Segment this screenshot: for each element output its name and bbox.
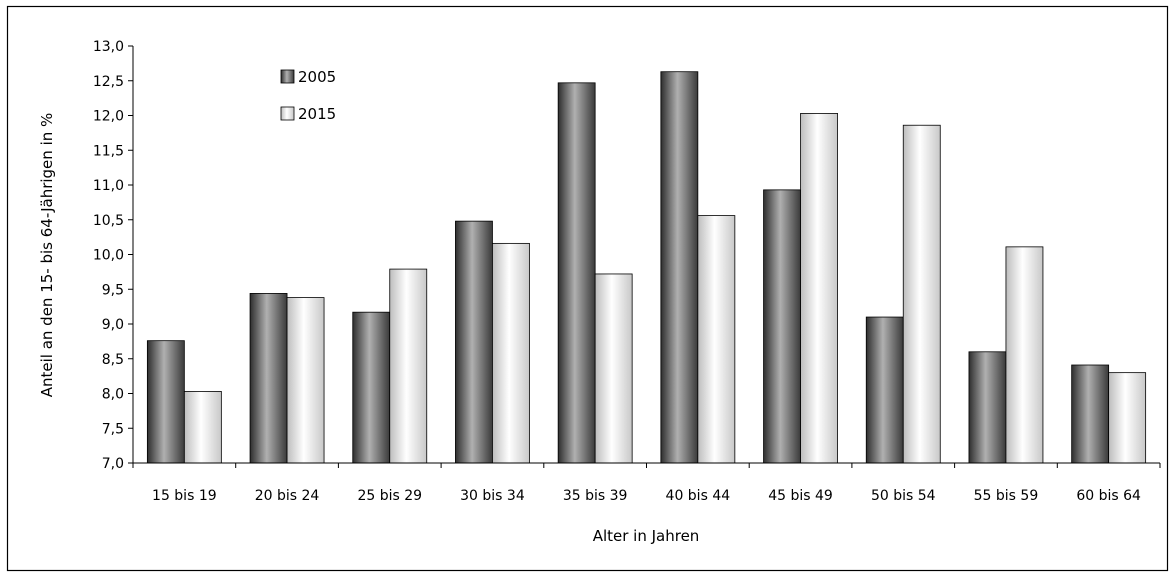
bar-2005-10 [1071, 364, 1110, 464]
x-tick-label: 50 bis 54 [871, 488, 936, 504]
bar-2015-9 [1005, 246, 1044, 464]
legend-label-2015: 2015 [298, 105, 336, 123]
bar-2005-1 [146, 340, 185, 464]
x-axis-title: Alter in Jahren [593, 527, 700, 545]
bar-2005-9 [968, 351, 1007, 464]
bar-2005-8 [865, 316, 904, 464]
bar-2015-5 [594, 273, 633, 464]
bar-2005-3 [352, 311, 391, 464]
y-tick-label: 8,0 [102, 387, 124, 403]
x-tick-label: 25 bis 29 [357, 488, 422, 504]
x-tick-label: 40 bis 44 [666, 488, 731, 504]
x-tick-label: 45 bis 49 [768, 488, 833, 504]
x-tick-label: 15 bis 19 [152, 488, 217, 504]
x-tick-label: 35 bis 39 [563, 488, 628, 504]
plot-area: 7,0 7,5 8,0 8,5 9,0 9,5 10,0 10,5 11,0 11,5 12,0 12… [93, 39, 1161, 504]
y-tick-label: 12,0 [93, 109, 124, 125]
bar-2015-7 [800, 113, 838, 464]
x-tick-label: 55 bis 59 [974, 488, 1039, 504]
bar-2015-8 [902, 124, 941, 464]
bar-2005-4 [455, 220, 493, 464]
x-tick-label: 60 bis 64 [1076, 488, 1141, 504]
legend-label-2005: 2005 [298, 68, 336, 86]
y-axis-title: Anteil an den 15- bis 64-Jährigen in % [38, 113, 56, 398]
bar-2005-2 [249, 293, 288, 464]
bar-2005-6 [660, 71, 699, 464]
y-tick-label: 7,0 [102, 456, 124, 472]
y-tick-label: 11,0 [93, 178, 124, 194]
legend-swatch-2015 [280, 106, 295, 121]
bar-2015-2 [286, 297, 325, 464]
y-tick-label: 9,0 [102, 317, 124, 333]
y-tick-label: 12,5 [93, 74, 124, 90]
bar-2015-6 [697, 215, 736, 464]
bar-2015-10 [1108, 372, 1147, 464]
bar-2005-7 [763, 189, 801, 464]
y-tick-label: 8,5 [102, 352, 124, 368]
y-tick-label: 11,5 [93, 143, 124, 159]
legend-swatch-2005 [280, 69, 295, 84]
bar-2015-3 [389, 268, 428, 464]
y-tick-label: 13,0 [93, 39, 124, 55]
x-tick-label: 30 bis 34 [460, 488, 525, 504]
y-tick-label: 9,5 [102, 282, 124, 298]
y-tick-label: 10,0 [93, 248, 124, 264]
y-tick-label: 7,5 [102, 421, 124, 437]
bar-2015-1 [183, 391, 222, 464]
y-tick-label: 10,5 [93, 213, 124, 229]
x-tick-label: 20 bis 24 [255, 488, 320, 504]
bar-2005-5 [557, 82, 596, 464]
bar-2015-4 [492, 242, 530, 464]
legend: 2005 2015 [280, 68, 336, 123]
